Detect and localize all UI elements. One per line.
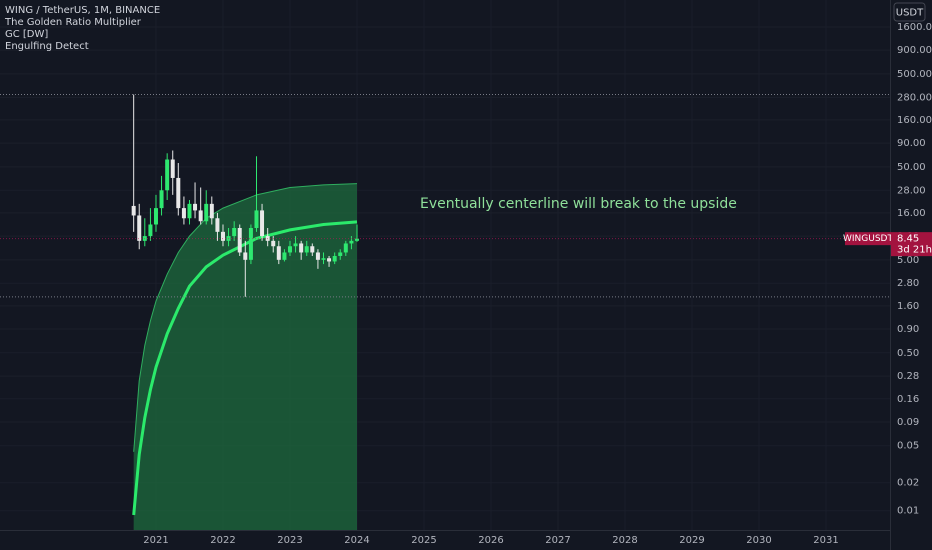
y-tick-label: 0.05 [897,441,919,452]
x-tick-label: 2030 [746,535,771,546]
candle-body [354,238,359,241]
x-tick-label: 2029 [679,535,704,546]
candle-body [243,252,248,260]
y-tick-label: 5.00 [897,255,919,266]
y-tick-label: 0.02 [897,478,919,489]
candle-body [343,243,348,253]
candle-body [170,159,175,178]
indicator-name: The Golden Ratio Multiplier [4,17,142,28]
y-tick-label: 0.90 [897,324,919,335]
x-tick-label: 2024 [344,535,369,546]
candle-body [209,203,214,219]
y-tick-label: 280.00 [897,92,932,103]
y-tick-label: 160.00 [897,115,932,126]
candle-body [137,215,142,241]
candle-body [131,205,136,216]
candle-body [315,252,320,260]
x-tick-label: 2023 [277,535,302,546]
candle-body [159,190,164,209]
x-tick-label: 2025 [411,535,436,546]
candle-body [293,243,298,247]
y-tick-label: 0.16 [897,394,919,405]
plot-area [0,94,890,530]
y-tick-label: 0.28 [897,371,919,382]
chart-title: WING / TetherUS, 1M, BINANCE [5,5,160,16]
y-tick-label: 1600.00 [897,22,932,33]
candle-body [282,252,287,260]
candle-body [215,218,220,232]
candle-body [181,208,186,219]
symbol-label: WINGUSDT [843,234,893,244]
candle-body [254,210,259,228]
candle-body [310,246,315,253]
band-edge [133,183,358,452]
y-tick-label: 50.00 [897,162,926,173]
candle-body [271,240,276,247]
candle-body [220,231,225,241]
y-tick-label: 900.00 [897,45,932,56]
candle-body [276,246,281,260]
candle-body [204,203,209,222]
countdown-label: 3d 21h [897,245,932,256]
y-tick-label: 0.09 [897,417,919,428]
y-tick-label: 90.00 [897,138,926,149]
candle-body [321,258,326,260]
indicator-name: Engulfing Detect [5,41,89,52]
x-tick-label: 2021 [143,535,168,546]
candle-body [349,240,354,244]
price-label-bg [891,232,932,257]
symbol-label-bg [845,232,891,246]
x-tick-label: 2026 [478,535,503,546]
y-tick-label: 0.01 [897,506,919,517]
candle-body [193,203,198,211]
y-tick-label: 2.80 [897,278,919,289]
candle-body [260,210,265,237]
candle-body [187,203,192,219]
candle-body [176,177,181,209]
currency-button[interactable] [893,2,926,22]
y-tick-label: 1.60 [897,301,919,312]
candle-body [248,227,253,260]
x-tick-label: 2028 [612,535,637,546]
y-tick-label: 500.00 [897,69,932,80]
annotation: Eventually centerline will break to the … [420,196,737,212]
candle-body [338,252,343,256]
candle-body [165,159,170,191]
price-label: 8.45 [897,234,919,245]
candle-body [237,227,242,253]
x-tick-label: 2027 [545,535,570,546]
candle-body [198,210,203,222]
y-tick-label: 0.50 [897,348,919,359]
candle-body [287,246,292,253]
band-area [133,183,357,530]
candle-body [153,208,158,225]
candle-body [332,255,337,262]
x-tick-label: 2031 [813,535,838,546]
currency-label[interactable]: USDT [896,8,924,19]
candle-body [148,224,153,237]
x-tick-label: 2022 [210,535,235,546]
y-tick-label: 16.00 [897,208,926,219]
candle-body [304,246,309,253]
indicator-name: GC [DW] [5,29,48,40]
candle-body [299,243,304,253]
candle-body [327,258,332,262]
y-tick-label: 28.00 [897,185,926,196]
candle-body [232,227,237,237]
